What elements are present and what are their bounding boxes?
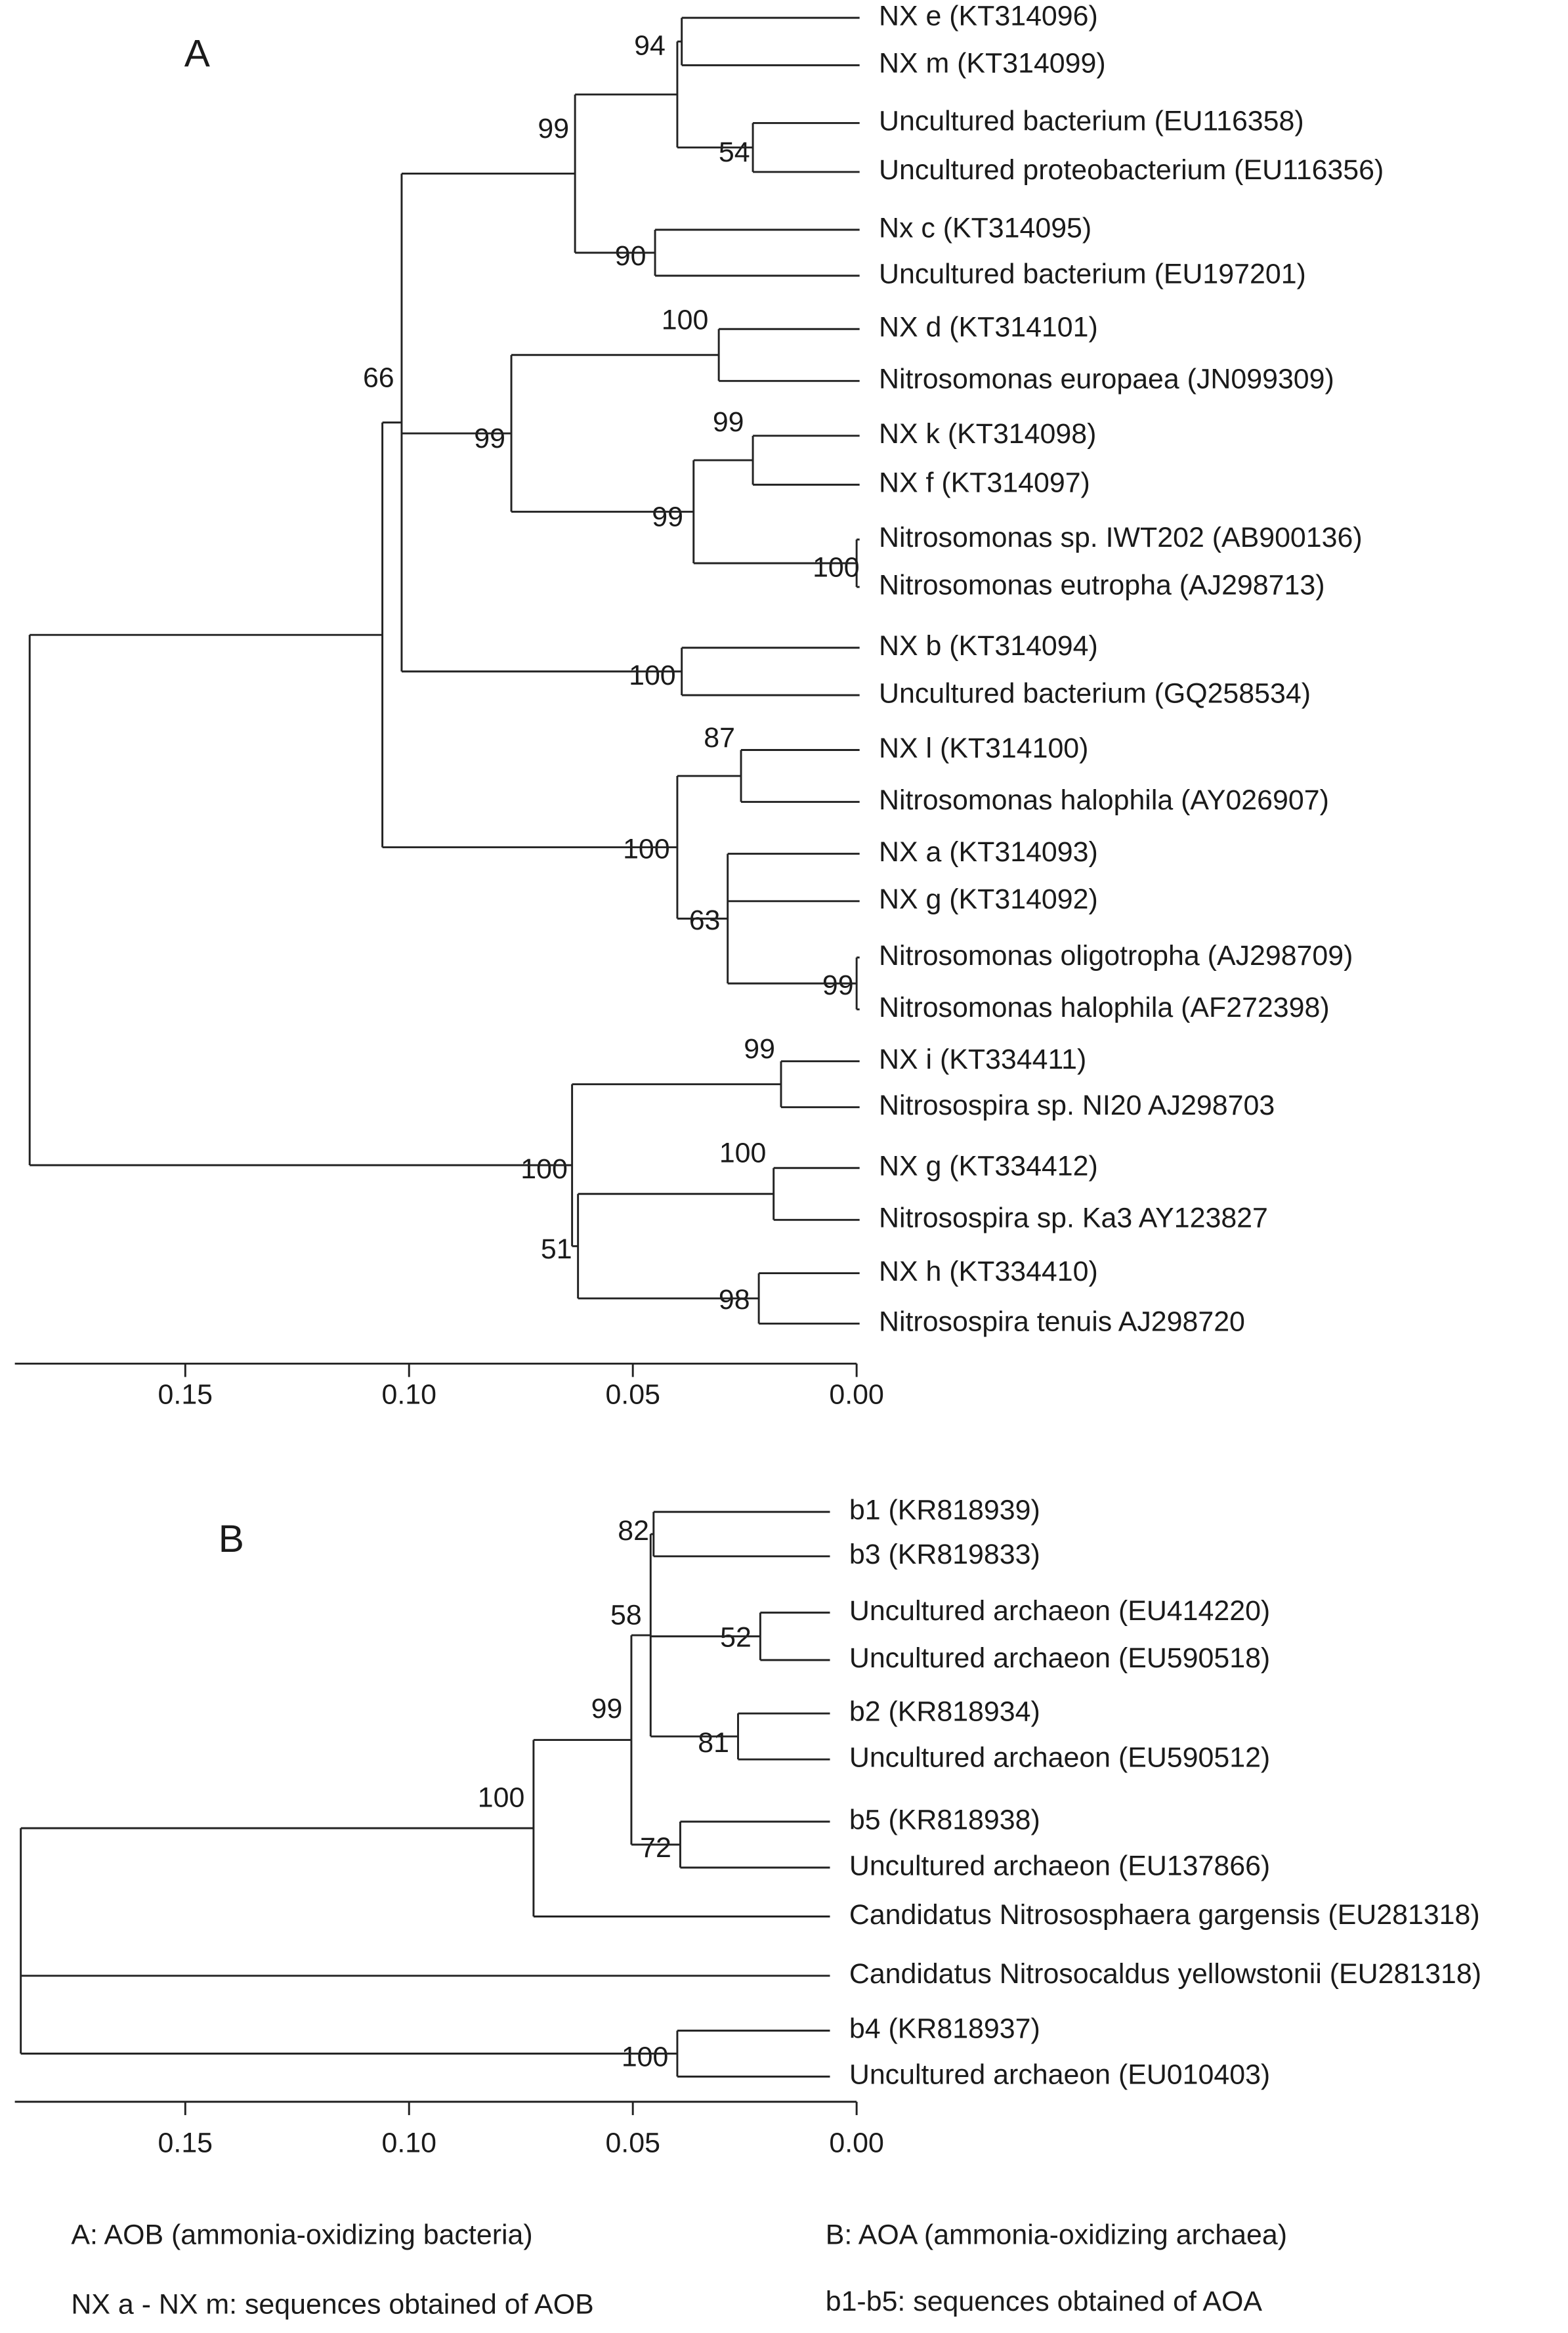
leaf-label: NX a (KT314093) — [879, 836, 1098, 868]
leaf-label: Uncultured bacterium (GQ258534) — [879, 677, 1311, 709]
bootstrap-label: 72 — [640, 1832, 671, 1864]
panel-letter: B — [219, 1518, 244, 1560]
leaf-label: Uncultured bacterium (EU116358) — [879, 106, 1304, 137]
leaf-label: NX g (KT334412) — [879, 1151, 1098, 1182]
leaf-label: Nitrosomonas eutropha (AJ298713) — [879, 569, 1325, 601]
bootstrap-label: 66 — [363, 362, 394, 393]
leaf-label: b1 (KR818939) — [849, 1494, 1040, 1526]
bootstrap-label: 100 — [622, 2042, 669, 2073]
bootstrap-label: 52 — [720, 1622, 752, 1654]
note: A: AOB (ammonia-oxidizing bacteria) — [71, 2219, 532, 2251]
bootstrap-label: 100 — [478, 1782, 525, 1813]
bootstrap-label: 99 — [713, 406, 744, 438]
bootstrap-label: 100 — [813, 551, 860, 583]
leaf-label: Candidatus Nitrososphaera gargensis (EU2… — [849, 1899, 1480, 1931]
bootstrap-label: 100 — [662, 304, 709, 335]
leaf-label: Uncultured archaeon (EU590512) — [849, 1742, 1270, 1774]
bootstrap-label: 54 — [719, 137, 750, 168]
leaf-label: Nitrosospira sp. NI20 AJ298703 — [879, 1090, 1275, 1121]
leaf-label: NX i (KT334411) — [879, 1044, 1086, 1075]
bootstrap-label: 99 — [538, 113, 569, 144]
bootstrap-label: 82 — [618, 1515, 649, 1547]
leaf-label: Uncultured proteobacterium (EU116356) — [879, 154, 1384, 186]
leaf-label: b5 (KR818938) — [849, 1804, 1040, 1835]
leaf-label: NX b (KT314094) — [879, 630, 1098, 662]
bootstrap-label: 58 — [610, 1600, 642, 1631]
scale-tick-label: 0.00 — [829, 1379, 883, 1410]
leaf-label: Uncultured archaeon (EU137866) — [849, 1850, 1270, 1881]
bootstrap-label: 99 — [822, 970, 854, 1001]
leaf-label: b3 (KR819833) — [849, 1539, 1040, 1570]
leaf-label: NX f (KT314097) — [879, 467, 1090, 499]
scale-tick-label: 0.10 — [381, 1379, 436, 1410]
leaf-label: b4 (KR818937) — [849, 2013, 1040, 2045]
note: B: AOA (ammonia-oxidizing archaea) — [826, 2219, 1287, 2251]
bootstrap-label: 94 — [634, 30, 666, 62]
bootstrap-label: 99 — [744, 1033, 775, 1065]
leaf-label: Nitrosomonas europaea (JN099309) — [879, 364, 1334, 395]
leaf-label: NX d (KT314101) — [879, 312, 1098, 343]
leaf-label: Uncultured archaeon (EU590518) — [849, 1642, 1270, 1674]
leaf-label: Uncultured archaeon (EU414220) — [849, 1595, 1270, 1627]
leaf-label: Nitrosomonas sp. IWT202 (AB900136) — [879, 522, 1363, 553]
leaf-label: Candidatus Nitrosocaldus yellowstonii (E… — [849, 1958, 1481, 1990]
leaf-label: Nitrosospira sp. Ka3 AY123827 — [879, 1203, 1268, 1234]
bootstrap-label: 99 — [591, 1693, 623, 1724]
bootstrap-label: 100 — [520, 1153, 568, 1185]
panel-letter: A — [184, 32, 211, 75]
bootstrap-label: 87 — [704, 722, 735, 754]
bootstrap-label: 100 — [623, 833, 670, 865]
leaf-label: NX k (KT314098) — [879, 418, 1096, 450]
leaf-label: Nitrosomonas halophila (AF272398) — [879, 992, 1330, 1023]
bootstrap-label: 99 — [474, 423, 505, 454]
note: NX a - NX m: sequences obtained of AOB — [71, 2289, 593, 2321]
bootstrap-label: 81 — [698, 1727, 729, 1759]
scale-tick-label: 0.05 — [605, 1379, 660, 1410]
bootstrap-label: 90 — [615, 240, 646, 272]
leaf-label: Uncultured archaeon (EU010403) — [849, 2059, 1270, 2091]
note: b1-b5: sequences obtained of AOA — [826, 2286, 1263, 2317]
bootstrap-label: 51 — [541, 1233, 572, 1265]
scale-tick-label: 0.15 — [158, 2128, 213, 2159]
leaf-label: Nitrosospira tenuis AJ298720 — [879, 1306, 1245, 1338]
scale-tick-label: 0.00 — [829, 2128, 883, 2159]
leaf-label: NX l (KT314100) — [879, 733, 1088, 764]
leaf-label: Uncultured bacterium (EU197201) — [879, 258, 1306, 289]
leaf-label: NX e (KT314096) — [879, 0, 1098, 32]
leaf-label: Nx c (KT314095) — [879, 212, 1091, 244]
leaf-label: Nitrosomonas oligotropha (AJ298709) — [879, 940, 1353, 972]
leaf-label: NX h (KT334410) — [879, 1256, 1098, 1287]
bootstrap-label: 100 — [629, 660, 676, 691]
scale-tick-label: 0.05 — [605, 2128, 660, 2159]
scale-tick-label: 0.10 — [381, 2128, 436, 2159]
bootstrap-label: 99 — [652, 502, 683, 533]
bootstrap-label: 100 — [719, 1137, 767, 1168]
bootstrap-label: 63 — [689, 905, 721, 936]
scale-tick-label: 0.15 — [158, 1379, 213, 1410]
leaf-label: Nitrosomonas halophila (AY026907) — [879, 784, 1329, 816]
bootstrap-label: 98 — [719, 1284, 750, 1316]
leaf-label: b2 (KR818934) — [849, 1696, 1040, 1728]
leaf-label: NX m (KT314099) — [879, 48, 1106, 79]
leaf-label: NX g (KT314092) — [879, 884, 1098, 915]
